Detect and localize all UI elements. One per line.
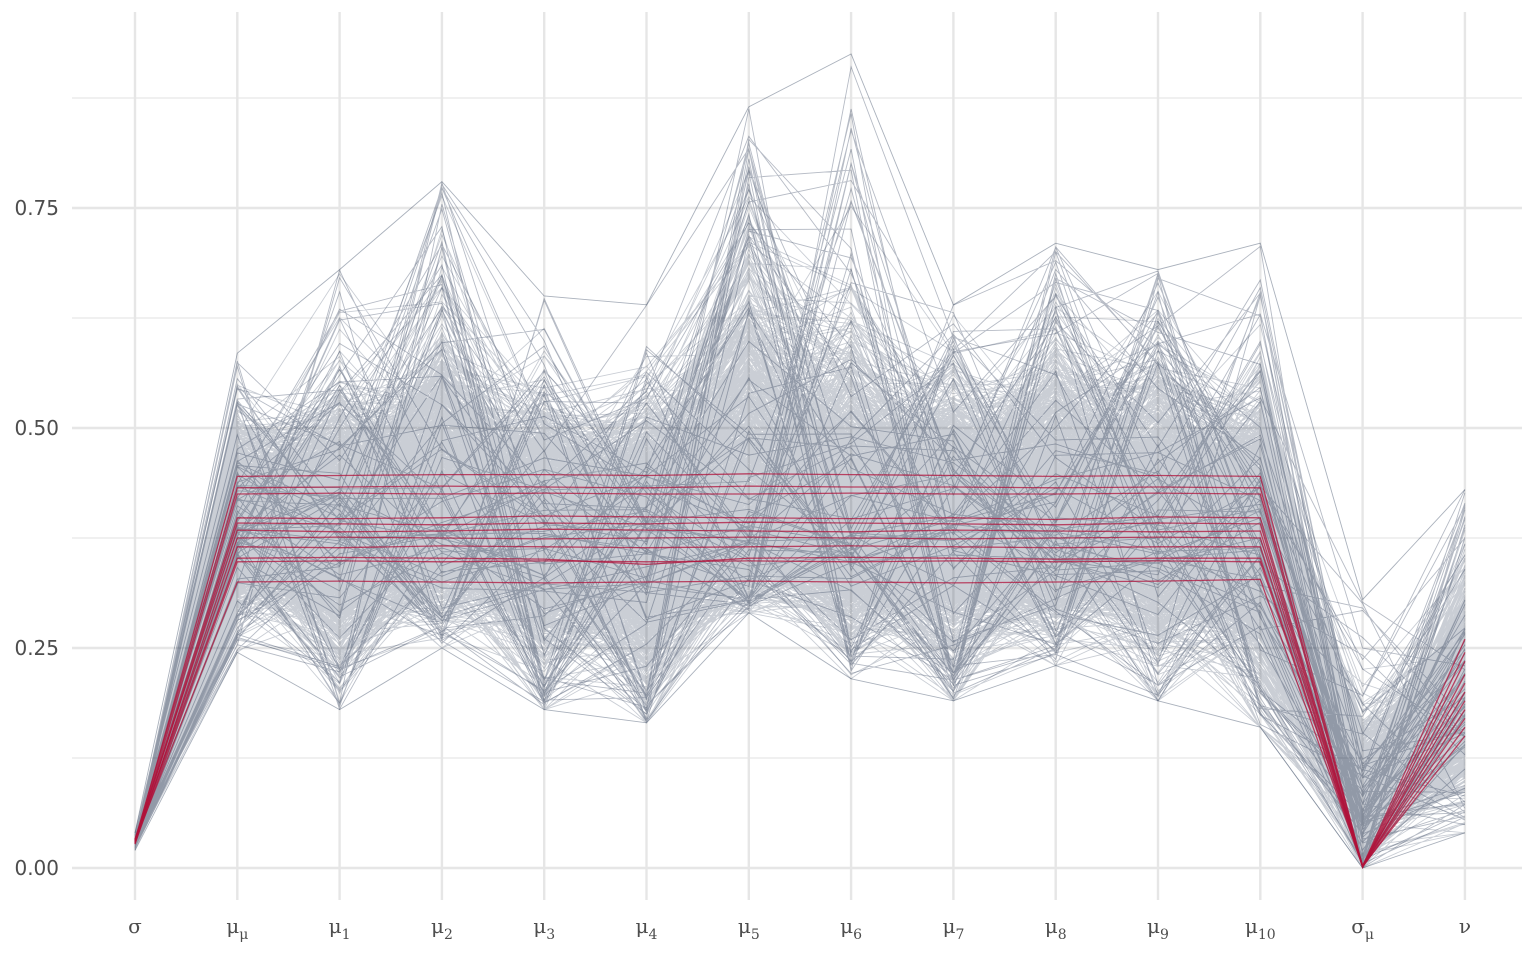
highlight-line-2: [134, 492, 1466, 869]
x-axis: σ μμ μ1 μ2 μ3 μ4 μ5 μ6 μ7 μ8 μ9 μ10 σμ ν: [128, 914, 1471, 943]
highlight-line-0: [134, 473, 1466, 869]
highlight-line-8: [134, 556, 1466, 868]
x-tick-label-0: σ: [128, 914, 142, 938]
posterior-draws-outliers: [134, 65, 1466, 869]
x-tick-label-6: μ5: [738, 914, 760, 943]
x-tick-label-3: μ2: [431, 914, 453, 943]
x-tick-label-13: ν: [1459, 914, 1471, 938]
x-tick-label-9: μ8: [1045, 914, 1067, 943]
highlight-line-7: [134, 545, 1466, 868]
highlight-line-10: [134, 578, 1466, 868]
y-tick-label-0: 0.00: [14, 856, 59, 880]
x-tick-label-10: μ9: [1147, 914, 1169, 943]
highlight-lines-layer: [134, 473, 1466, 869]
y-tick-label-2: 0.50: [14, 416, 59, 440]
x-tick-label-2: μ1: [329, 914, 351, 943]
highlight-line-1: [134, 485, 1466, 869]
x-tick-label-8: μ7: [942, 914, 964, 943]
draw-upper-envelope: [134, 53, 1466, 833]
highlight-line-6: [134, 536, 1466, 869]
x-tick-label-5: μ4: [636, 914, 658, 943]
x-tick-label-12: σμ: [1351, 914, 1374, 943]
x-tick-label-11: μ10: [1245, 914, 1276, 943]
y-tick-label-3: 0.75: [14, 196, 59, 220]
x-tick-label-7: μ6: [840, 914, 862, 943]
x-tick-label-4: μ3: [533, 914, 555, 943]
x-tick-label-1: μμ: [226, 914, 248, 943]
highlight-line-9: [134, 560, 1466, 869]
posterior-draws-layer: [134, 53, 1466, 870]
posterior-draws-core: [134, 169, 1466, 870]
grid-layer: [72, 12, 1522, 900]
y-tick-label-1: 0.25: [14, 636, 59, 660]
y-axis: 0.00 0.25 0.50 0.75: [14, 196, 59, 880]
highlight-line-3: [134, 515, 1466, 868]
highlight-line-4: [134, 521, 1466, 869]
draw-lower-envelope: [134, 612, 1466, 869]
highlight-line-5: [134, 528, 1466, 868]
